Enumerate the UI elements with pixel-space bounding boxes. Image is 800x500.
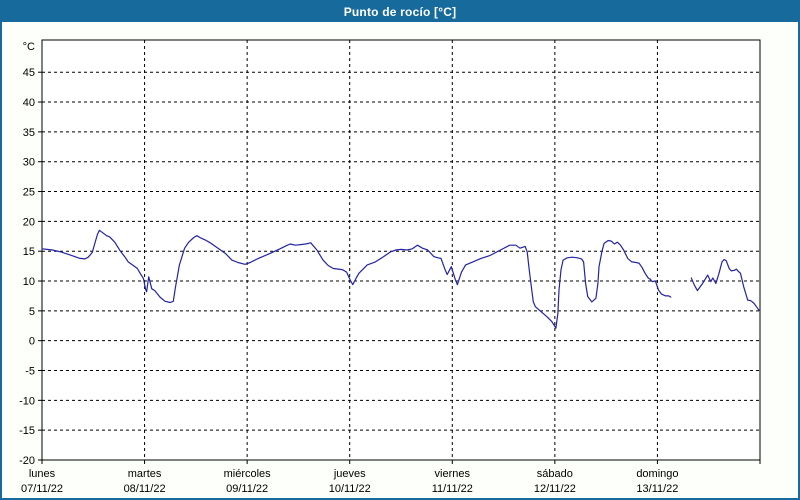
page-title: Punto de rocío [°C] xyxy=(343,5,457,19)
plot-frame xyxy=(41,39,761,461)
y-tick-label: 25 xyxy=(23,187,35,199)
x-day-name-label: domingo xyxy=(636,468,678,480)
data-line-punto-de-rocío xyxy=(690,258,760,311)
y-tick-label: -10 xyxy=(19,395,35,407)
y-tick-label: -5 xyxy=(25,366,35,378)
x-day-name-label: lunes xyxy=(29,468,56,480)
title-bar: Punto de rocío [°C] xyxy=(2,2,798,22)
x-day-date-label: 12/11/22 xyxy=(534,483,576,495)
x-day-date-label: 07/11/22 xyxy=(21,483,63,495)
x-day-name-label: viernes xyxy=(435,468,471,480)
y-axis-unit-label: °C xyxy=(23,41,35,53)
dew-point-chart: 45 40 35 30 25 20 15 10 5 0 -5 -10 -15 -20 °C lunes 07/1… xyxy=(2,22,798,498)
x-day-date-label: 08/11/22 xyxy=(124,483,166,495)
y-tick-label: -20 xyxy=(19,455,35,467)
data-line-punto-de-rocío xyxy=(41,229,672,329)
x-day-name-label: sábado xyxy=(537,468,573,480)
y-tick-label: 0 xyxy=(29,336,35,348)
y-tick-label: 35 xyxy=(23,127,35,139)
y-tick-label: 45 xyxy=(23,67,35,79)
y-tick-label: 40 xyxy=(23,97,35,109)
x-day-name-label: martes xyxy=(128,468,162,480)
y-tick-label: 10 xyxy=(23,276,35,288)
x-day-name-label: miércoles xyxy=(224,468,272,480)
x-day-date-label: 13/11/22 xyxy=(636,483,678,495)
y-tick-label: 20 xyxy=(23,216,35,228)
x-day-date-label: 10/11/22 xyxy=(329,483,371,495)
chart-canvas: 45 40 35 30 25 20 15 10 5 0 -5 -10 -15 -20 °C lunes 07/1… xyxy=(19,39,761,495)
y-tick-label: 30 xyxy=(23,157,35,169)
x-day-name-label: jueves xyxy=(333,468,366,480)
y-tick-label: 15 xyxy=(23,246,35,258)
y-tick-label: -15 xyxy=(19,425,35,437)
x-day-date-label: 11/11/22 xyxy=(432,483,473,495)
x-day-date-label: 09/11/22 xyxy=(226,483,268,495)
y-tick-label: 5 xyxy=(29,306,35,318)
